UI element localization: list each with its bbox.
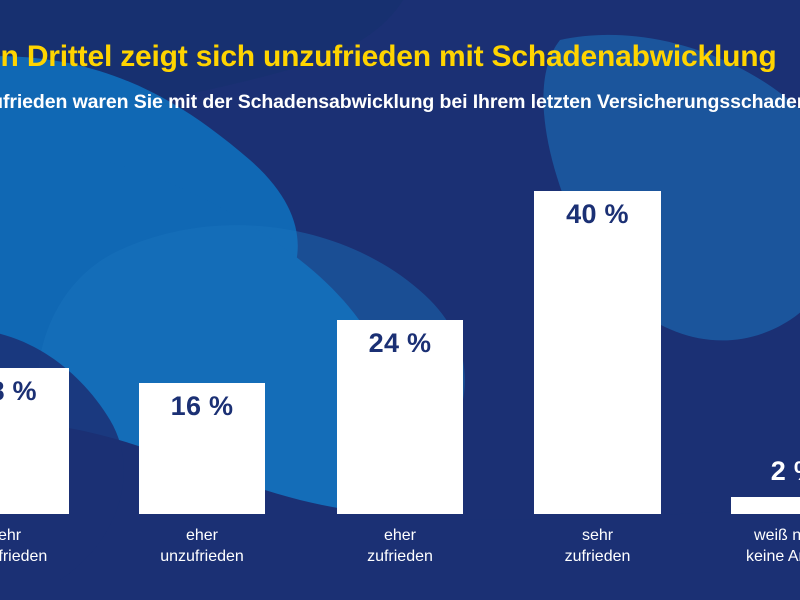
bar-category-label: sehr unzufrieden [0,527,48,565]
bar-value-label: 40 % [566,199,629,229]
bar-category-label: eher zufrieden [367,527,433,565]
bar-rect [534,191,661,514]
bar-category-label: weiß nicht / keine Angabe [746,527,800,565]
bar-category-label: sehr zufrieden [564,527,631,565]
bar-value-label: 2 % [770,456,800,486]
bar-value-label: 18 % [0,376,37,406]
bar-category-label: eher unzufrieden [160,527,244,565]
bar-value-label: 16 % [170,391,234,421]
chart-title: … ein Drittel zeigt sich unzufrieden mit… [0,40,777,73]
chart-subtitle: Wie zufrieden waren Sie mit der Schadens… [0,91,800,113]
bar-rect [731,497,800,514]
bar-value-label: 24 % [368,328,432,358]
